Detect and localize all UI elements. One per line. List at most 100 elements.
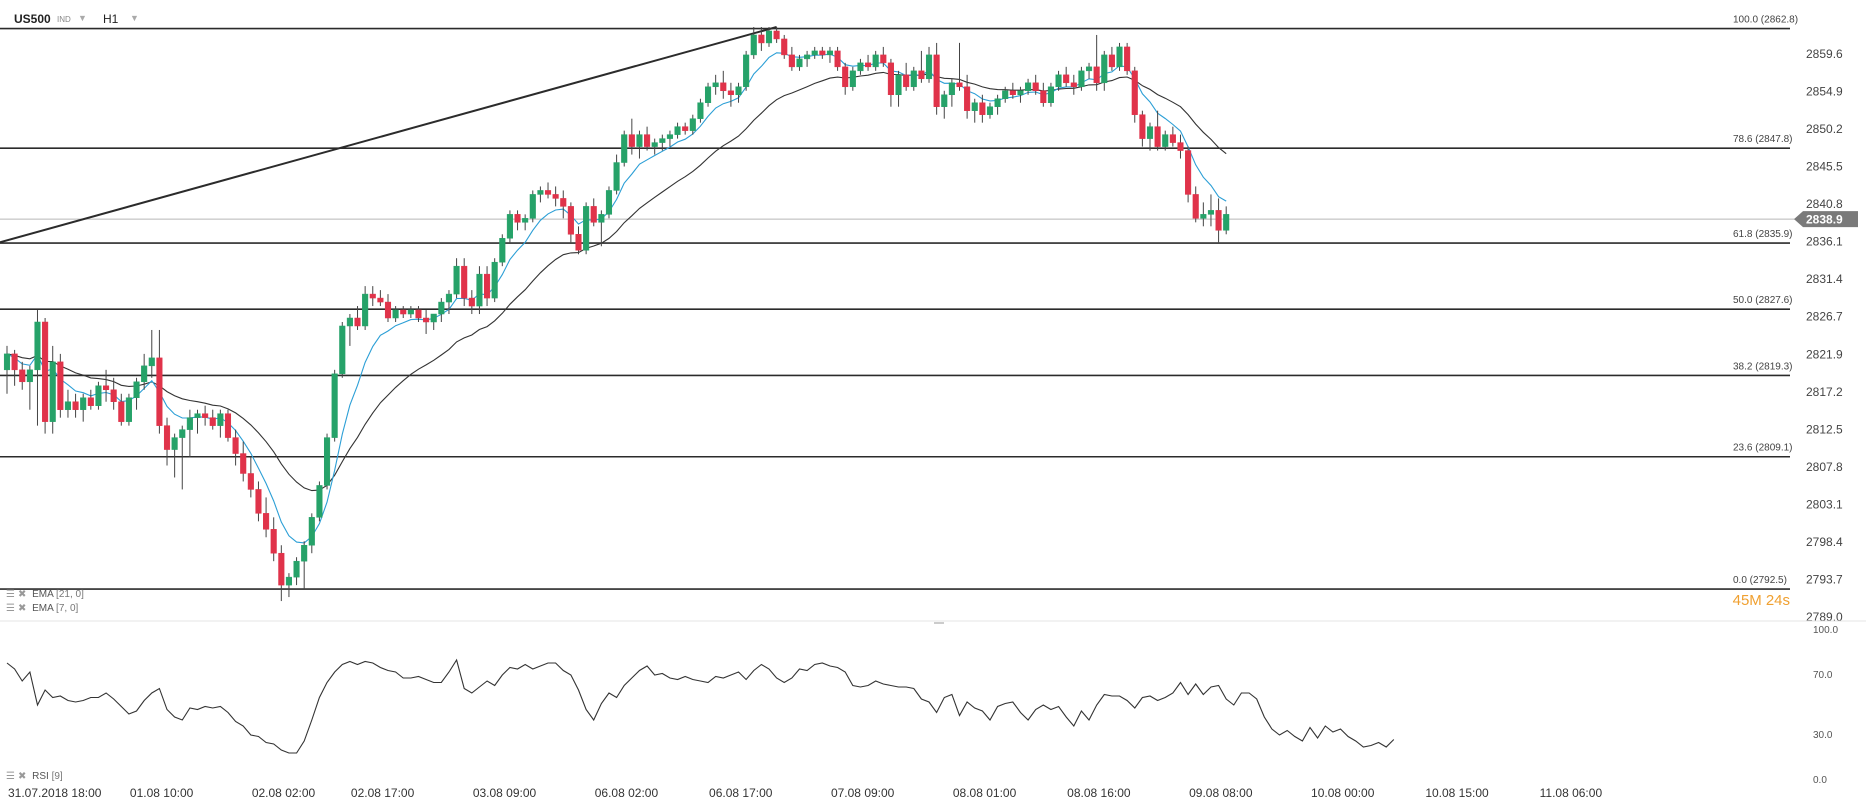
time-tick-label: 09.08 08:00 [1189,786,1253,800]
bear-candle [72,401,79,410]
candlesticks [3,26,1230,602]
bear-candle [1032,82,1039,92]
close-icon[interactable]: ✖ [17,603,27,614]
bull-candle [125,397,132,422]
rsi-params: [9] [51,771,63,782]
bear-candle [163,425,171,450]
rsi-tick-label: 70.0 [1813,670,1833,681]
time-tick-label: 10.08 15:00 [1425,786,1489,800]
fib-level-label: 23.6 (2809.1) [1733,443,1793,454]
bull-candle [133,381,140,398]
bear-candle [1108,54,1115,68]
bull-candle [171,437,178,450]
bull-candle [811,50,818,56]
bull-candle [605,190,613,215]
bull-candle [80,397,87,410]
ema-slow-params: [21, 0] [56,589,84,600]
bull-candle [804,54,811,60]
bear-candle [247,473,254,490]
bull-candle [1017,90,1024,96]
bull-candle [49,361,56,422]
timeframe-selector[interactable]: H1 [103,12,119,26]
trendline[interactable] [0,26,777,244]
bull-candle [141,365,148,383]
bear-candle [255,489,262,514]
close-icon[interactable]: ✖ [17,589,27,600]
bull-candle [971,102,978,111]
menu-icon[interactable]: ☰ [6,589,15,600]
bear-candle [156,357,163,426]
chevron-down-icon[interactable]: ▼ [78,13,87,23]
bear-candle [468,297,475,307]
fib-level-label: 78.6 (2847.8) [1733,134,1793,145]
rsi-tick-label: 100.0 [1813,625,1838,636]
bull-candle [689,118,696,131]
bear-candle [232,437,239,454]
bull-candle [765,30,773,44]
current-price-value: 2838.9 [1806,213,1843,227]
bear-candle [758,34,765,44]
ema-slow-legend[interactable]: ☰ ✖ EMA [21, 0] [6,589,84,600]
bull-candle [430,313,437,323]
bull-candle [941,94,948,107]
bull-candle [491,261,498,299]
bear-candle [1139,114,1146,139]
price-tick-label: 2789.0 [1806,610,1843,624]
time-tick-label: 08.08 01:00 [953,786,1017,800]
price-tick-label: 2793.7 [1806,573,1843,587]
bull-candle [826,50,834,56]
bull-candle [735,86,742,96]
price-tick-label: 2807.8 [1806,460,1843,474]
bull-candle [499,238,506,263]
bull-candle [362,293,369,327]
bear-candle [552,194,559,199]
time-tick-label: 07.08 09:00 [831,786,895,800]
rsi-panel: 100.0 70.0 30.0 0.0 [6,625,1838,786]
price-axis: 2859.6 2854.9 2850.2 2845.5 2840.8 2836.1 2831… [0,47,1866,624]
fib-level-label: 100.0 (2862.8) [1733,15,1798,26]
bull-candle [712,82,719,88]
bear-candle [1177,142,1184,151]
fibonacci-levels[interactable]: 100.0 (2862.8) 78.6 (2847.8) 61.8 (2835.9)… [0,15,1798,590]
time-tick-label: 06.08 02:00 [595,786,659,800]
chevron-down-icon[interactable]: ▼ [130,13,139,23]
bull-candle [186,417,193,430]
bull-candle [3,353,11,371]
bear-candle [240,453,247,474]
symbol-type: IND [57,15,71,24]
symbol-selector[interactable]: US500 [14,12,51,26]
time-tick-label: 02.08 17:00 [351,786,415,800]
rsi-legend[interactable]: ☰ ✖ RSI [9] [6,771,63,782]
bull-candle [308,517,315,546]
bear-candle [682,126,689,131]
bull-candle [301,544,308,562]
price-tick-label: 2845.5 [1806,160,1843,174]
bear-candle [1131,70,1138,115]
bear-candle [354,317,361,327]
bear-candle [788,54,795,68]
bull-candle [1085,66,1093,72]
bear-candle [263,513,270,530]
menu-icon[interactable]: ☰ [6,771,15,782]
bull-candle [323,437,331,486]
ema-fast-line [6,52,1227,544]
bull-candle [948,82,955,96]
bull-candle [1101,54,1108,84]
bear-candle [903,74,910,88]
bull-candle [583,206,590,251]
bull-candle [1116,46,1123,68]
rsi-tick-label: 0.0 [1813,775,1827,786]
close-icon[interactable]: ✖ [17,771,27,782]
current-price-tag: 2838.9 [1794,211,1858,228]
ema-lines [6,52,1227,544]
rsi-line [6,658,1395,754]
countdown-minutes: 45M [1732,592,1762,609]
bull-candle [1200,214,1207,219]
ema-fast-legend[interactable]: ☰ ✖ EMA [7, 0] [6,603,78,614]
bull-candle [331,373,338,438]
bull-candle [148,357,155,367]
menu-icon[interactable]: ☰ [6,603,15,614]
bull-candle [743,54,750,88]
bear-candle [1154,126,1161,147]
